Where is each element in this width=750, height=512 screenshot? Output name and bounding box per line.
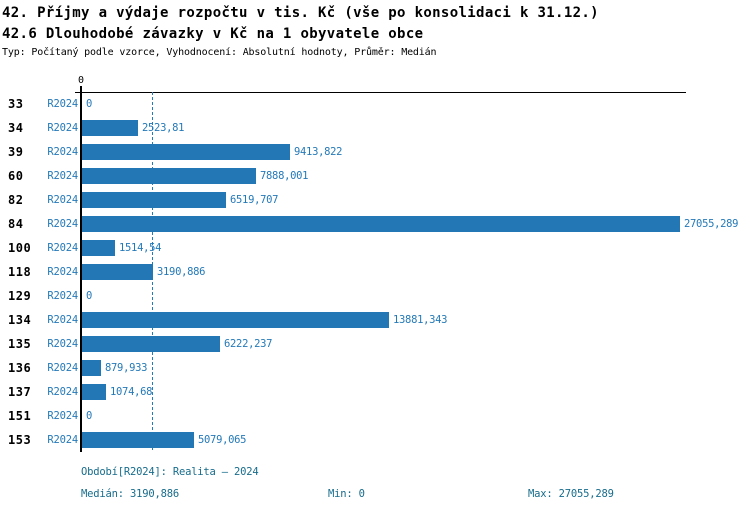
row-series-label: R2024 xyxy=(47,410,78,422)
chart-row: 100 R2024 1514,54 xyxy=(0,236,750,260)
x-axis-tick-label-zero: 0 xyxy=(77,75,85,86)
row-series-label: R2024 xyxy=(47,434,78,446)
row-category-label: 137 xyxy=(8,385,32,399)
bar-value-label: 0 xyxy=(86,290,93,302)
row-series-label: R2024 xyxy=(47,290,78,302)
footer-min-stat: Min: 0 xyxy=(328,488,365,500)
bar-value-label: 3190,886 xyxy=(157,266,206,278)
bar-value-label: 7888,001 xyxy=(260,170,309,182)
row-category-label: 153 xyxy=(8,433,32,447)
row-category-label: 60 xyxy=(8,169,24,183)
chart-row: 33 R2024 0 xyxy=(0,92,750,116)
chart-title-line1: 42. Příjmy a výdaje rozpočtu v tis. Kč (… xyxy=(2,5,599,21)
bar xyxy=(82,192,226,208)
chart-row: 82 R2024 6519,707 xyxy=(0,188,750,212)
bar-value-label: 0 xyxy=(86,410,93,422)
bar xyxy=(82,432,194,448)
row-category-label: 100 xyxy=(8,241,32,255)
chart-row: 39 R2024 9413,822 xyxy=(0,140,750,164)
bar xyxy=(82,384,106,400)
row-category-label: 82 xyxy=(8,193,24,207)
y-axis-line xyxy=(80,86,82,452)
row-category-label: 151 xyxy=(8,409,32,423)
bar-value-label: 5079,065 xyxy=(198,434,247,446)
bar xyxy=(82,144,290,160)
footer-max-stat: Max: 27055,289 xyxy=(528,488,614,500)
bar-value-label: 27055,289 xyxy=(684,218,739,230)
bar-value-label: 9413,822 xyxy=(294,146,343,158)
row-category-label: 118 xyxy=(8,265,32,279)
bar xyxy=(82,216,680,232)
bar-value-label: 13881,343 xyxy=(393,314,448,326)
row-category-label: 134 xyxy=(8,313,32,327)
row-series-label: R2024 xyxy=(47,122,78,134)
chart-row: 153 R2024 5079,065 xyxy=(0,428,750,452)
row-series-label: R2024 xyxy=(47,146,78,158)
row-series-label: R2024 xyxy=(47,194,78,206)
chart-row: 136 R2024 879,933 xyxy=(0,356,750,380)
chart-row: 84 R2024 27055,289 xyxy=(0,212,750,236)
row-series-label: R2024 xyxy=(47,362,78,374)
row-series-label: R2024 xyxy=(47,98,78,110)
bar xyxy=(82,336,220,352)
row-category-label: 129 xyxy=(8,289,32,303)
chart-row: 137 R2024 1074,68 xyxy=(0,380,750,404)
chart-row: 60 R2024 7888,001 xyxy=(0,164,750,188)
x-axis-line xyxy=(75,92,686,93)
row-category-label: 135 xyxy=(8,337,32,351)
bar xyxy=(82,360,101,376)
bar xyxy=(82,240,115,256)
bar-value-label: 2523,81 xyxy=(142,122,185,134)
row-category-label: 84 xyxy=(8,217,24,231)
row-series-label: R2024 xyxy=(47,242,78,254)
row-category-label: 136 xyxy=(8,361,32,375)
chart-row: 118 R2024 3190,886 xyxy=(0,260,750,284)
row-series-label: R2024 xyxy=(47,338,78,350)
row-series-label: R2024 xyxy=(47,314,78,326)
chart-row: 135 R2024 6222,237 xyxy=(0,332,750,356)
row-series-label: R2024 xyxy=(47,386,78,398)
bar-value-label: 6519,707 xyxy=(230,194,279,206)
bar-value-label: 1074,68 xyxy=(110,386,153,398)
row-series-label: R2024 xyxy=(47,266,78,278)
bar-value-label: 0 xyxy=(86,98,93,110)
chart-row: 129 R2024 0 xyxy=(0,284,750,308)
bar-value-label: 6222,237 xyxy=(224,338,273,350)
bar-value-label: 879,933 xyxy=(105,362,148,374)
footer-median-stat: Medián: 3190,886 xyxy=(81,488,179,500)
row-category-label: 34 xyxy=(8,121,24,135)
row-series-label: R2024 xyxy=(47,218,78,230)
chart-title-line2: 42.6 Dlouhodobé závazky v Kč na 1 obyvat… xyxy=(2,26,424,42)
bar xyxy=(82,168,256,184)
row-series-label: R2024 xyxy=(47,170,78,182)
bar xyxy=(82,120,138,136)
chart-row: 151 R2024 0 xyxy=(0,404,750,428)
chart-row: 134 R2024 13881,343 xyxy=(0,308,750,332)
bar xyxy=(82,312,389,328)
footer-period-line: Období[R2024]: Realita – 2024 xyxy=(81,466,259,478)
bar-value-label: 1514,54 xyxy=(119,242,162,254)
chart-meta-line: Typ: Počítaný podle vzorce, Vyhodnocení:… xyxy=(2,47,437,58)
chart-row: 34 R2024 2523,81 xyxy=(0,116,750,140)
row-category-label: 39 xyxy=(8,145,24,159)
row-category-label: 33 xyxy=(8,97,24,111)
bar xyxy=(82,264,153,280)
